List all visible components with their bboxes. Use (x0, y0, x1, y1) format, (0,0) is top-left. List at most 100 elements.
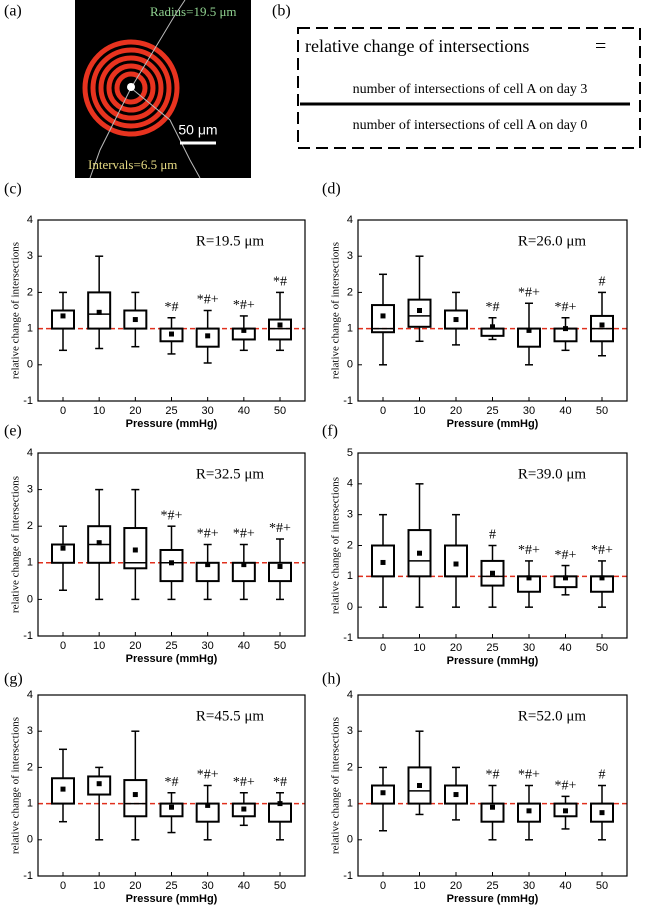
significance-label: *#+ (591, 543, 613, 558)
box (268, 802, 292, 823)
y-axis-label: relative change of intersections (10, 476, 22, 613)
y-tick-label: -1 (343, 870, 353, 882)
y-tick-label: 0 (27, 359, 33, 371)
significance-label: *#+ (233, 527, 255, 542)
y-tick-label: 3 (347, 509, 353, 521)
mean-marker (277, 322, 283, 328)
scale-label: 50 μm (178, 122, 217, 138)
box (444, 544, 468, 578)
mean-marker (96, 540, 102, 546)
y-tick-label: -1 (343, 395, 353, 407)
mean-marker (490, 570, 495, 576)
y-tick-label: -1 (23, 395, 33, 407)
x-tick-label: 50 (596, 405, 608, 417)
box (407, 766, 432, 805)
x-tick-label: 10 (93, 405, 105, 417)
y-tick-label: 1 (27, 557, 33, 569)
box (480, 327, 505, 337)
y-tick-label: 4 (27, 447, 33, 459)
mean-marker (96, 309, 102, 315)
x-tick-label: 25 (165, 880, 177, 892)
mean-marker (132, 792, 138, 798)
box (480, 559, 505, 587)
mean-marker (453, 561, 459, 567)
mean-marker (490, 804, 495, 810)
box (123, 527, 148, 570)
y-tick-label: -1 (343, 632, 353, 644)
x-tick-label: 25 (486, 880, 498, 892)
x-tick-label: 50 (596, 880, 608, 892)
y-tick-label: 1 (347, 798, 353, 810)
mean-marker (526, 575, 532, 581)
panel-label: (g) (4, 671, 23, 688)
significance-label: *#+ (197, 768, 219, 783)
box (268, 318, 292, 341)
y-tick-label: 1 (27, 323, 33, 335)
x-tick-label: 30 (523, 880, 535, 892)
significance-label: *#+ (197, 527, 219, 542)
interval-label: Intervals=6.5 μm (88, 157, 177, 172)
panel-label: (d) (322, 181, 341, 198)
mean-marker (563, 808, 568, 814)
panel-label: (b) (272, 3, 291, 20)
y-axis-label: relative change of intersections (330, 477, 342, 614)
chart-title: R=26.0 μm (518, 233, 587, 249)
x-tick-label: 10 (413, 642, 425, 654)
mean-marker (490, 324, 495, 330)
x-tick-label: 40 (559, 405, 571, 417)
y-tick-label: 4 (27, 689, 33, 701)
mean-marker (132, 317, 138, 323)
dendrites (89, 0, 201, 179)
formula-equals: = (595, 36, 606, 58)
x-tick-label: 20 (129, 405, 141, 417)
chart-title: R=32.5 μm (196, 466, 265, 482)
mean-marker (563, 326, 568, 332)
y-tick-label: 3 (27, 725, 33, 737)
x-tick-label: 20 (450, 642, 462, 654)
y-tick-label: 4 (347, 214, 353, 226)
radius-label: Radius=19.5 μm (150, 4, 237, 19)
mean-marker (526, 808, 532, 814)
mean-marker (169, 331, 174, 337)
chart-title: R=52.0 μm (518, 708, 587, 724)
formula-numerator: number of intersections of cell A on day… (353, 82, 588, 97)
panel-label: (h) (322, 671, 341, 688)
box (87, 291, 112, 330)
mean-marker (205, 333, 211, 339)
x-tick-label: 10 (413, 405, 425, 417)
panel-label: (e) (4, 423, 22, 440)
y-tick-label: 1 (347, 323, 353, 335)
mean-marker (60, 545, 66, 551)
mean-marker (169, 804, 174, 810)
mean-marker (60, 786, 66, 792)
y-axis-label: relative change of intersections (10, 242, 22, 379)
y-tick-label: 2 (347, 761, 353, 773)
significance-label: *#+ (555, 548, 577, 563)
plot-frame (357, 694, 628, 877)
mean-marker (563, 575, 568, 581)
y-tick-label: 1 (27, 798, 33, 810)
panel-label: (a) (4, 3, 22, 20)
x-tick-label: 20 (450, 405, 462, 417)
y-tick-label: -1 (23, 630, 33, 642)
sholl-rings (82, 39, 180, 137)
x-axis-label: Pressure (mmHg) (447, 418, 539, 430)
box (407, 298, 432, 328)
mean-marker (380, 790, 386, 796)
significance-label: *#+ (518, 543, 540, 558)
x-axis-label: Pressure (mmHg) (447, 893, 539, 905)
formula-box (297, 27, 641, 149)
mean-marker (380, 313, 386, 319)
x-tick-label: 10 (413, 880, 425, 892)
significance-label: *# (165, 775, 179, 790)
significance-label: *# (273, 775, 287, 790)
x-tick-label: 40 (238, 405, 250, 417)
x-tick-label: 25 (165, 640, 177, 652)
significance-label: *#+ (555, 300, 577, 315)
mean-marker (241, 562, 247, 568)
mean-marker (96, 781, 102, 787)
significance-label: # (599, 768, 606, 783)
y-tick-label: 0 (347, 601, 353, 613)
x-tick-label: 30 (523, 642, 535, 654)
x-tick-label: 40 (559, 880, 571, 892)
